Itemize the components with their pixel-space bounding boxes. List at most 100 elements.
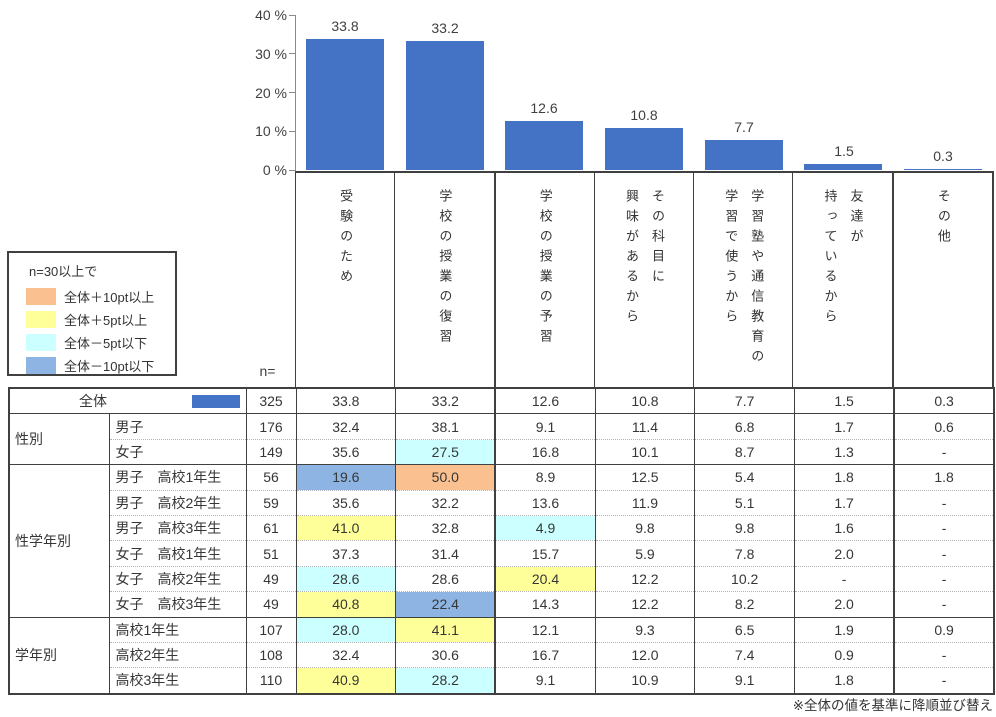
legend-item: 全体＋10pt以上	[26, 287, 175, 305]
legend-items: 全体＋10pt以上 全体＋5pt以上 全体－5pt以下 全体－10pt以下	[26, 287, 175, 374]
chart-bar	[904, 169, 982, 170]
y-tick-label: 0 %	[262, 162, 287, 178]
table-row: 性学年別 男子 高校1年生 56 19.6 50.0 8.9 12.5 5.4 1.8 1.8	[9, 464, 994, 618]
table-row: 全体 325 33.8 33.2 12.6 10.8 7.7 1.5 0.3	[9, 388, 994, 414]
row-label-cell: 高校2年生	[108, 641, 246, 668]
value-cell: 8.9	[494, 464, 596, 491]
value-cell: 15.7	[494, 540, 596, 567]
table-row: 男子 高校3年生 61 41.0 32.8 4.9 9.8 9.8 1.6-	[9, 514, 994, 541]
category-label-row: 受験のため 学校の授業の復習 学校の授業の予習 その科目に 興味があるから 学習塾や通信…	[295, 171, 994, 387]
value-cell: 9.3	[594, 616, 695, 643]
value-cell: 35.6	[295, 489, 396, 516]
highlight-legend: n=30以上で 全体＋10pt以上 全体＋5pt以上 全体－5pt以下 全体－10pt…	[7, 251, 177, 376]
value-cell: 5.1	[694, 489, 795, 516]
table-row: 女子 高校3年生 49 40.8 22.4 14.3 12.2 8.2 2.0-	[9, 591, 994, 618]
bar-value-label: 33.8	[331, 18, 359, 34]
row-label-cell: 女子	[108, 438, 246, 465]
value-cell: 7.4	[694, 641, 795, 668]
row-label-cell: 男子 高校1年生	[108, 464, 246, 491]
n-cell: 49	[245, 565, 296, 592]
value-cell: 31.4	[395, 540, 496, 567]
value-cell: 1.3	[794, 438, 895, 465]
value-cell: 14.3	[494, 591, 596, 618]
value-cell: -	[893, 591, 994, 618]
value-cell: 28.2	[395, 667, 496, 694]
bar-value-label: 7.7	[734, 119, 754, 135]
n-cell: 107	[245, 616, 296, 643]
row-label-cell: 男子 高校3年生	[108, 514, 246, 541]
series-color-swatch	[192, 394, 240, 408]
bar-value-label: 1.5	[834, 143, 854, 159]
overall-label: 全体	[79, 393, 107, 410]
n-equals-label: n=	[259, 363, 276, 379]
y-tick-mark	[289, 14, 295, 16]
value-cell: -	[893, 540, 994, 567]
n-cell: 51	[245, 540, 296, 567]
value-cell: 0.6	[893, 413, 994, 440]
value-cell: 6.8	[694, 413, 795, 440]
value-cell: 5.9	[594, 540, 695, 567]
value-cell: 12.2	[594, 565, 695, 592]
row-label-cell: 女子 高校2年生	[108, 565, 246, 592]
value-cell: 9.1	[494, 667, 596, 694]
value-cell: 11.9	[594, 489, 695, 516]
category-label-cell: 友達が 持っているから	[792, 173, 891, 387]
value-cell: 38.1	[395, 413, 496, 440]
n-cell: 61	[245, 514, 296, 541]
value-cell: 27.5	[395, 438, 496, 465]
value-cell: -	[893, 565, 994, 592]
y-tick-label: 40 %	[255, 7, 287, 23]
category-label-cell: 学校の授業の予習	[493, 173, 594, 387]
value-cell: 12.2	[594, 591, 695, 618]
chart-bar	[505, 121, 583, 170]
y-tick-label: 30 %	[255, 45, 287, 62]
bar-value-label: 33.2	[431, 20, 459, 36]
value-cell: 0.9	[893, 616, 994, 643]
value-cell: 9.1	[494, 413, 596, 440]
results-table: 全体 325 33.8 33.2 12.6 10.8 7.7 1.5 0.3 性別 男子 176 32.…	[8, 387, 995, 695]
value-cell: 0.9	[794, 641, 895, 668]
y-tick-mark	[289, 92, 295, 93]
legend-swatch-minus5	[26, 333, 56, 351]
value-cell: -	[893, 438, 994, 465]
chart-bar	[306, 39, 384, 170]
value-cell: 41.0	[295, 514, 396, 541]
table-row: 性別 男子 176 32.4 38.1 9.1 11.4 6.8 1.7 0.6	[9, 413, 994, 465]
value-cell: 2.0	[794, 540, 895, 567]
n-cell: 108	[245, 641, 296, 668]
category-label-cell: 学校の授業の復習	[394, 173, 493, 387]
group-label-cell: 性別	[9, 413, 109, 465]
legend-swatch-plus5	[26, 310, 56, 328]
y-tick-label: 20 %	[255, 84, 287, 101]
row-label-cell: 高校1年生	[108, 616, 246, 643]
table-row: 女子 高校2年生 49 28.6 28.6 20.4 12.2 10.2- -	[9, 565, 994, 592]
value-cell: 40.8	[295, 591, 396, 618]
value-cell: 10.9	[594, 667, 695, 694]
value-cell: 32.2	[395, 489, 496, 516]
y-tick-label: 10 %	[255, 123, 287, 140]
table-row: 女子 149 35.6 27.5 16.8 10.1 8.7 1.3-	[9, 438, 994, 465]
value-cell: 7.8	[694, 540, 795, 567]
value-cell: 12.1	[494, 616, 596, 643]
value-cell: 16.8	[494, 438, 596, 465]
value-cell: 16.7	[494, 641, 596, 668]
value-cell: 1.5	[794, 388, 895, 414]
value-cell: 32.4	[295, 641, 396, 668]
row-label-cell: 男子 高校2年生	[108, 489, 246, 516]
n-cell: 149	[245, 438, 296, 465]
value-cell: 7.7	[694, 388, 795, 414]
value-cell: 9.1	[694, 667, 795, 694]
value-cell: -	[893, 641, 994, 668]
y-tick-mark	[289, 53, 295, 55]
bar-value-label: 0.3	[933, 148, 953, 164]
value-cell: -	[893, 667, 994, 694]
table-row: 高校3年生 110 40.9 28.2 9.1 10.9 9.1 1.8-	[9, 667, 994, 694]
row-label-cell: 高校3年生	[108, 667, 246, 694]
value-cell: 12.0	[594, 641, 695, 668]
n-cell: 325	[245, 388, 296, 414]
value-cell: 1.7	[794, 413, 895, 440]
value-cell: -	[893, 514, 994, 541]
n-cell: 176	[245, 413, 296, 440]
table-row: 高校2年生 108 32.4 30.6 16.7 12.0 7.4 0.9-	[9, 641, 994, 668]
